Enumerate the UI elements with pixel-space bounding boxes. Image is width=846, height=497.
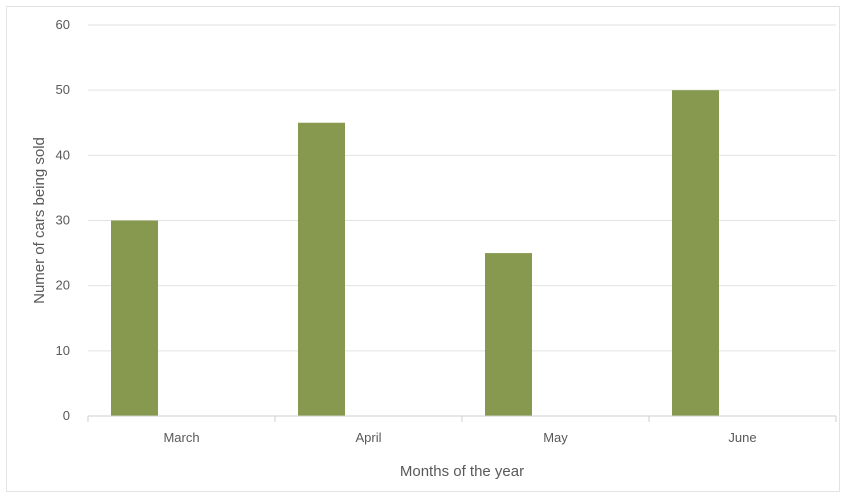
y-axis-title: Numer of cars being sold	[31, 137, 48, 304]
y-tick-label: 40	[56, 147, 70, 162]
x-axis-title: Months of the year	[400, 463, 524, 480]
x-axis-tick-labels: March April May June	[163, 430, 756, 445]
y-tick-label: 20	[56, 278, 70, 293]
y-tick-label: 60	[56, 17, 70, 32]
y-axis-tick-labels: 0 10 20 30 40 50 60	[56, 17, 70, 423]
bar	[298, 122, 345, 416]
x-tick-label: April	[355, 430, 381, 445]
x-tick-label: May	[543, 430, 568, 445]
bar	[485, 253, 532, 416]
y-tick-label: 10	[56, 343, 70, 358]
bar	[672, 90, 719, 417]
x-tick-label: June	[728, 430, 756, 445]
x-tick-label: March	[163, 430, 199, 445]
y-tick-label: 50	[56, 82, 70, 97]
x-axis-ticks	[87, 416, 837, 422]
bar	[111, 220, 158, 416]
gridlines	[88, 24, 836, 352]
bars	[111, 90, 719, 417]
y-tick-label: 0	[63, 408, 70, 423]
y-tick-label: 30	[56, 213, 70, 228]
